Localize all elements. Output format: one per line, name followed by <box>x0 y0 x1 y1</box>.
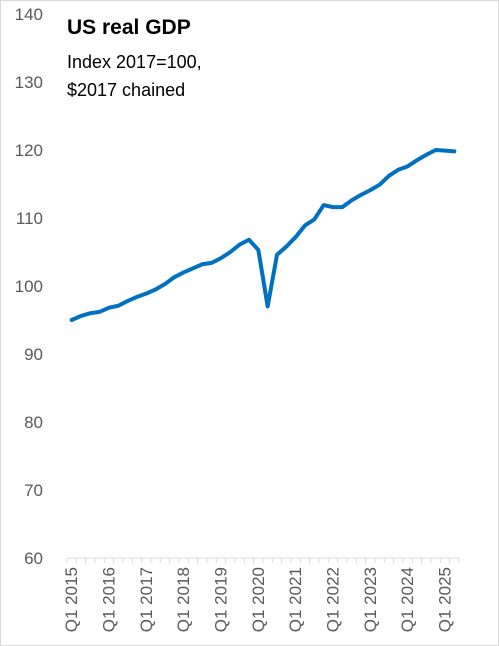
y-tick-label: 130 <box>15 73 43 92</box>
x-tick-label: Q1 2018 <box>174 567 193 632</box>
x-tick-label: Q1 2017 <box>137 567 156 632</box>
x-tick-label: Q1 2020 <box>249 567 268 632</box>
y-tick-label: 70 <box>24 481 43 500</box>
y-tick-label: 140 <box>15 5 43 24</box>
y-tick-label: 80 <box>24 413 43 432</box>
chart-subtitle-line-2: $2017 chained <box>67 80 185 100</box>
x-tick-label: Q1 2023 <box>361 567 380 632</box>
chart-subtitle-line-1: Index 2017=100, <box>67 52 202 72</box>
y-tick-label: 110 <box>16 209 43 228</box>
y-tick-label: 90 <box>24 345 43 364</box>
x-axis-labels: Q1 2015 Q1 2016 Q1 2017 Q1 2018 Q1 2019 Q1 20… <box>62 567 454 632</box>
y-tick-label: 60 <box>24 549 43 568</box>
series-line-us-real-gdp <box>69 148 457 322</box>
x-tick-label: Q1 2024 <box>398 567 417 632</box>
x-tick-label: Q1 2015 <box>62 567 81 632</box>
x-tick-label: Q1 2016 <box>100 567 119 632</box>
x-tick-label: Q1 2021 <box>286 567 305 632</box>
chart-title: US real GDP <box>67 16 191 39</box>
y-tick-label: 120 <box>15 141 43 160</box>
x-tick-label: Q1 2022 <box>324 567 343 632</box>
x-tick-label: Q1 2019 <box>212 567 231 632</box>
title-block: US real GDP Index 2017=100, $2017 chaine… <box>67 16 202 100</box>
x-tick-label: Q1 2025 <box>436 567 455 632</box>
y-tick-label: 100 <box>15 277 43 296</box>
x-axis-ticks <box>66 558 460 563</box>
y-axis-labels: 60 70 80 90 100 110 120 130 140 <box>15 5 43 568</box>
